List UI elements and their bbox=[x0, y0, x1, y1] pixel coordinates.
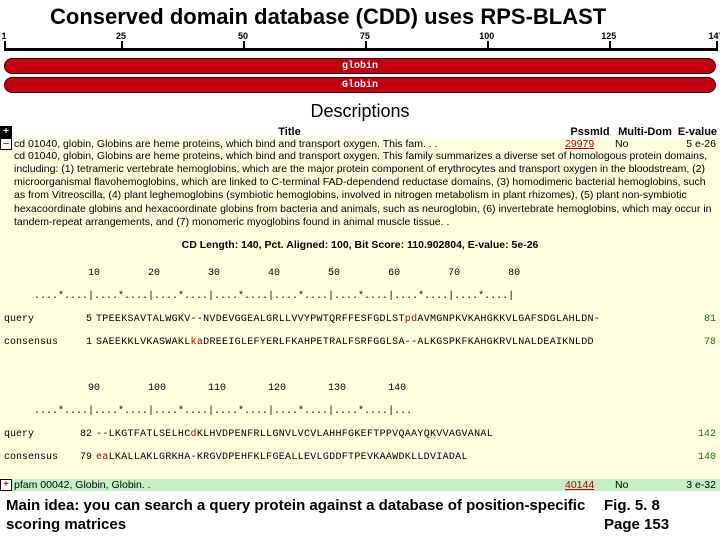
row-title: cd 01040, globin, Globins are heme prote… bbox=[14, 138, 565, 150]
scale-ruler: 1255075100125147 bbox=[4, 34, 716, 54]
row-multidom: No bbox=[615, 479, 675, 491]
descriptions-heading: Descriptions bbox=[0, 101, 720, 122]
row-evalue: 3 e-32 bbox=[675, 479, 720, 491]
collapse-icon[interactable]: – bbox=[0, 138, 12, 150]
alignment-block: 10 20 30 40 50 60 70 80 ....*....|....*.… bbox=[0, 255, 720, 480]
footer: Main idea: you can search a query protei… bbox=[0, 491, 720, 539]
col-title: Title bbox=[14, 126, 565, 138]
col-pssmid: PssmId bbox=[565, 126, 615, 138]
domain-bars: globin Globin bbox=[4, 58, 716, 93]
expand-icon[interactable]: + bbox=[0, 479, 12, 491]
main-idea: Main idea: you can search a query protei… bbox=[6, 497, 604, 535]
long-description: cd 01040, globin, Globins are heme prote… bbox=[0, 150, 720, 233]
pssmid-link[interactable]: 29979 bbox=[565, 138, 615, 150]
figure-ref: Fig. 5. 8Page 153 bbox=[604, 497, 714, 535]
col-multidom: Multi-Dom bbox=[615, 126, 675, 138]
cd-stats: CD Length: 140, Pct. Aligned: 100, Bit S… bbox=[0, 233, 720, 255]
table-row: + pfam 00042, Globin, Globin. . 40144 No… bbox=[0, 479, 720, 491]
expand-all-icon[interactable]: + bbox=[0, 126, 12, 138]
row-multidom: No bbox=[615, 138, 675, 150]
domain-bar: globin bbox=[4, 58, 716, 74]
table-header: + Title PssmId Multi-Dom E-value bbox=[0, 126, 720, 138]
table-row: – cd 01040, globin, Globins are heme pro… bbox=[0, 138, 720, 150]
pssmid-link[interactable]: 40144 bbox=[565, 479, 615, 491]
row-title: pfam 00042, Globin, Globin. . bbox=[14, 479, 565, 491]
main-title: Conserved domain database (CDD) uses RPS… bbox=[0, 0, 720, 32]
row-evalue: 5 e-26 bbox=[675, 138, 720, 150]
domain-bar: Globin bbox=[4, 77, 716, 93]
col-evalue: E-value bbox=[675, 126, 720, 138]
